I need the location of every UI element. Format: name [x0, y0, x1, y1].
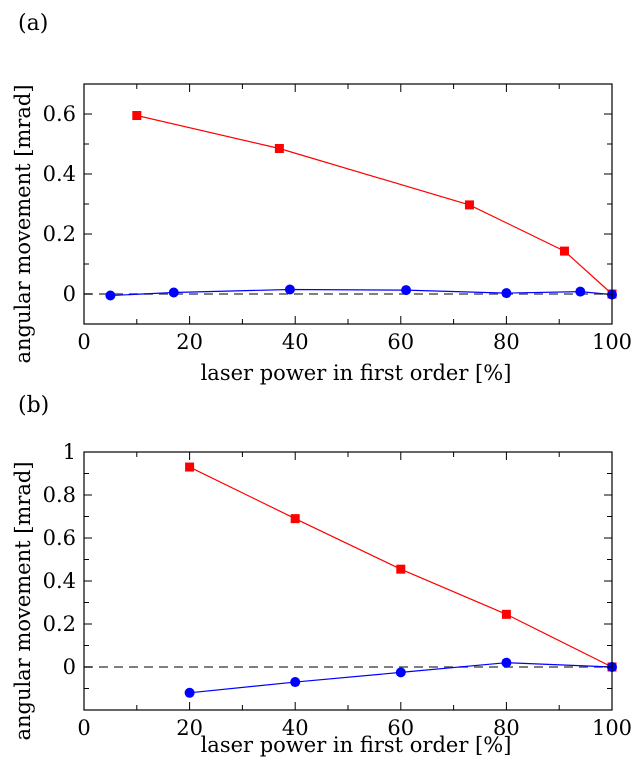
y-tick-label: 0.6: [43, 526, 76, 550]
series-1-line: [136, 114, 613, 295]
series-1-point: [290, 514, 300, 524]
x-tick-label: 20: [176, 330, 203, 354]
x-tick-label: 40: [282, 330, 309, 354]
x-tick-label: 0: [77, 330, 90, 354]
chart-panel-b: (b) 0 20 40 60 80 100 0 0.2 0.4 0.6 0.8 1 laser power…: [11, 393, 632, 757]
x-axis-label: laser power in first order [%]: [201, 733, 512, 757]
y-tick-label: 0.2: [43, 222, 76, 246]
plot-frame: [83, 83, 613, 325]
y-tick-label: 0.4: [43, 569, 76, 593]
x-tick-label: 40: [282, 716, 309, 740]
series-2-point: [575, 286, 586, 297]
series-1-point: [132, 111, 142, 120]
series-1-point: [396, 564, 406, 574]
x-axis-label: laser power in first order [%]: [201, 361, 512, 385]
series-2-point: [168, 287, 179, 298]
series-1-point: [274, 144, 284, 153]
y-axis-label: angular movement [mrad]: [11, 84, 35, 363]
chart-panel-a: (a) 0 20 40 60 80 100 0 0.2 0.4 0.6 laser power in …: [11, 11, 632, 385]
x-tick-label: 60: [387, 716, 414, 740]
series-2-point: [401, 285, 412, 296]
y-tick-label: 0.6: [43, 102, 76, 126]
y-tick-label: 0.4: [43, 162, 76, 186]
plot-frame: [83, 451, 613, 711]
y-tick-label: 0.8: [43, 483, 76, 507]
series-2-point: [105, 290, 116, 301]
x-tick-label: 100: [592, 330, 632, 354]
x-tick-label: 20: [176, 716, 203, 740]
series-2-point: [501, 657, 512, 668]
series-2-point: [501, 288, 512, 299]
panel-label: (a): [18, 11, 48, 36]
series-2-point: [284, 284, 295, 295]
y-tick-label: 1: [63, 440, 76, 464]
y-axis-label: angular movement [mrad]: [11, 461, 35, 740]
series-1-point: [501, 609, 511, 619]
series-1-point: [464, 200, 474, 210]
x-tick-label: 80: [493, 716, 520, 740]
panel-label: (b): [18, 393, 49, 418]
y-tick-label: 0.2: [43, 612, 76, 636]
y-tick-label: 0: [63, 282, 76, 306]
series-1-point: [559, 246, 569, 256]
x-tick-label: 80: [493, 330, 520, 354]
x-tick-label: 60: [387, 330, 414, 354]
series-2-point: [184, 687, 195, 698]
y-tick-label: 0: [63, 655, 76, 679]
x-tick-label: 100: [592, 716, 632, 740]
x-tick-label: 0: [77, 716, 90, 740]
series-2-point: [290, 677, 301, 688]
series-2-point: [395, 667, 406, 678]
series-1-point: [185, 462, 195, 472]
